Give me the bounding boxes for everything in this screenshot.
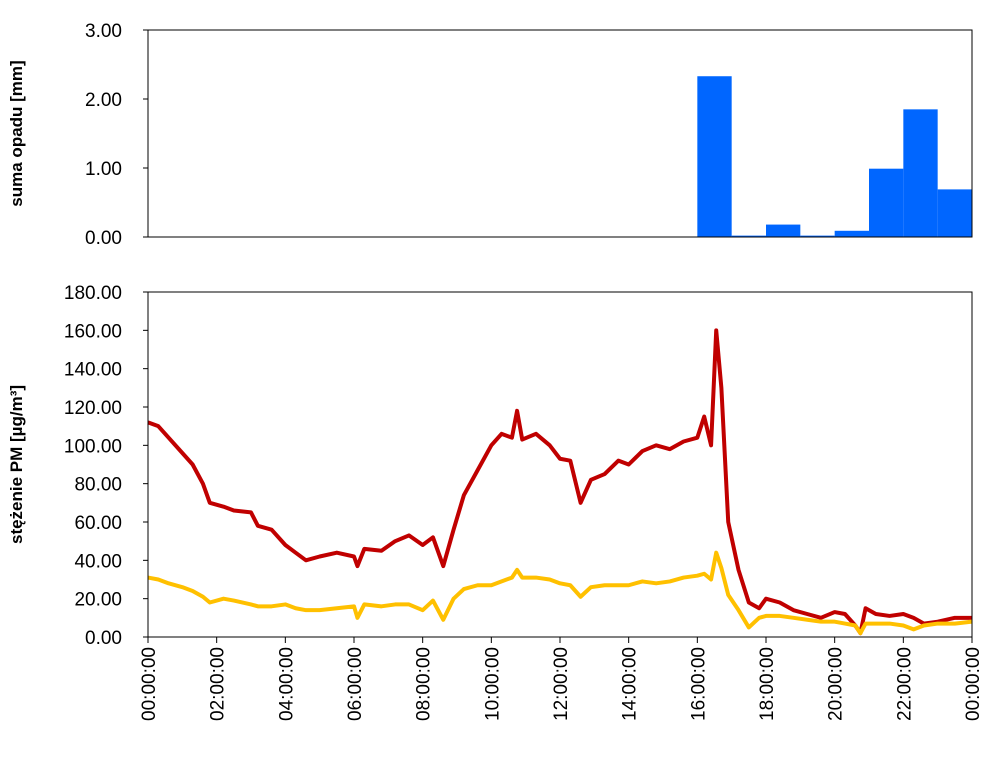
y-tick-label: 1.00 bbox=[85, 159, 122, 180]
x-tick-label: 08:00:00 bbox=[414, 647, 435, 721]
x-tick-label: 20:00:00 bbox=[826, 647, 847, 721]
y-tick-label: 80.00 bbox=[74, 475, 122, 496]
y-axis-title: suma opadu [mm] bbox=[7, 60, 26, 206]
y-tick-label: 100.00 bbox=[64, 436, 122, 457]
x-tick-label: 16:00:00 bbox=[688, 647, 709, 721]
y-tick-label: 40.00 bbox=[74, 551, 122, 572]
line-series bbox=[147, 550, 973, 636]
bar bbox=[834, 230, 869, 237]
bar bbox=[731, 235, 766, 237]
y-tick-label: 60.00 bbox=[74, 513, 122, 534]
x-tick-label: 02:00:00 bbox=[208, 647, 229, 721]
bar bbox=[937, 189, 972, 237]
y-tick-label: 0.00 bbox=[85, 228, 122, 249]
y-tick-label: 140.00 bbox=[64, 360, 122, 381]
y-tick-label: 120.00 bbox=[64, 398, 122, 419]
y-tick-label: 180.00 bbox=[64, 283, 122, 304]
x-tick-label: 12:00:00 bbox=[551, 647, 572, 721]
y-tick-label: 20.00 bbox=[74, 590, 122, 611]
y-tick-label: 160.00 bbox=[64, 321, 122, 342]
x-tick-label: 22:00:00 bbox=[894, 647, 915, 721]
y-tick-label: 3.00 bbox=[85, 21, 122, 42]
x-tick-label: 14:00:00 bbox=[620, 647, 641, 721]
bar bbox=[800, 235, 835, 237]
bar bbox=[903, 109, 938, 237]
bar bbox=[766, 224, 801, 237]
plot-frame bbox=[147, 29, 973, 238]
bar bbox=[869, 168, 904, 237]
line-series bbox=[147, 328, 972, 636]
y-axis-title: stężenie PM [µg/m³] bbox=[7, 385, 26, 544]
x-tick-label: 06:00:00 bbox=[345, 647, 366, 721]
y-tick-label: 0.00 bbox=[85, 628, 122, 649]
x-tick-label: 04:00:00 bbox=[276, 647, 297, 721]
x-tick-label: 10:00:00 bbox=[482, 647, 503, 721]
x-tick-label: 00:00:00 bbox=[139, 647, 160, 721]
x-tick-label: 18:00:00 bbox=[757, 647, 778, 721]
bar bbox=[697, 76, 732, 237]
y-tick-label: 2.00 bbox=[85, 90, 122, 111]
x-tick-label: 00:00:00 bbox=[963, 647, 984, 721]
